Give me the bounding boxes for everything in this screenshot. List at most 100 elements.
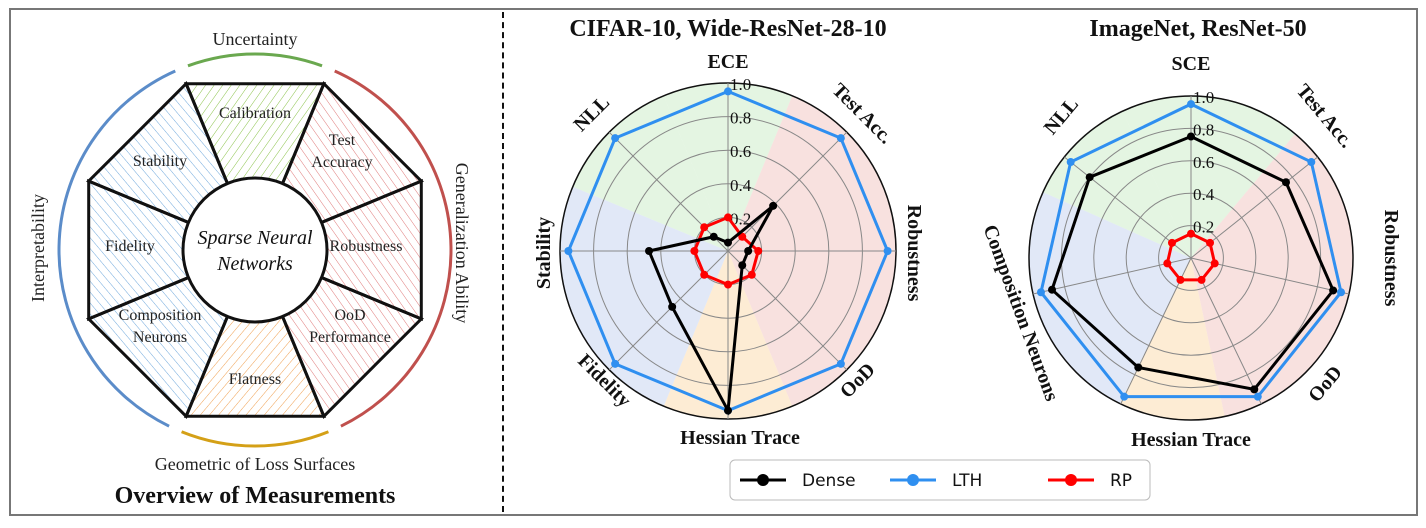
- loss-surfaces-arc: [181, 430, 329, 448]
- radial-tick-label: 0.4: [730, 176, 752, 195]
- radial-tick-label: 0.8: [1193, 120, 1214, 139]
- radar-title-imagenet: ImageNet, ResNet-50: [1089, 16, 1306, 42]
- axis-label: Robustness: [1380, 210, 1402, 307]
- axis-spoke: [608, 131, 729, 252]
- segment-label: Robustness: [330, 238, 403, 255]
- generalization-arc: [334, 69, 453, 428]
- data-point-dense: [724, 238, 732, 247]
- data-point-dense: [744, 247, 753, 255]
- overview-title: Overview of Measurements: [115, 483, 396, 509]
- segment-label: Neurons: [133, 329, 187, 346]
- axis-label: Hessian Trace: [1131, 429, 1251, 451]
- center-label: Networks: [216, 253, 293, 275]
- data-point-rp: [738, 232, 747, 241]
- data-point-rp: [724, 213, 732, 222]
- data-point-dense: [769, 201, 778, 210]
- center-circle: [181, 176, 329, 324]
- data-point-lth: [1187, 100, 1195, 109]
- data-point-dense: [1281, 178, 1290, 187]
- segment-label: Composition: [119, 307, 202, 324]
- data-point-lth: [1120, 392, 1129, 401]
- ring-label-right: Generalization Ability: [452, 163, 472, 323]
- radar-chart-cifar10: CIFAR-10, Wide-ResNet-28-10 0.2 0.4 0.6 0.8…: [533, 16, 925, 449]
- data-point-dense: [1048, 285, 1057, 294]
- data-point-rp: [1168, 238, 1177, 247]
- segment-label: Test: [329, 132, 356, 149]
- center-label: Sparse Neural: [198, 227, 313, 249]
- data-point-rp: [1197, 275, 1206, 284]
- axis-spoke: [727, 131, 848, 252]
- segment-label: OoD: [334, 307, 365, 324]
- data-point-lth: [1253, 392, 1262, 401]
- segment-label: Fidelity: [105, 238, 155, 255]
- legend-marker-lth: [907, 474, 919, 486]
- ring-label-left: Interpretability: [28, 194, 48, 302]
- uncertainty-arc: [187, 52, 323, 68]
- radar-chart-imagenet: ImageNet, ResNet-50 0.20.40.60.81.0SCETe…: [979, 16, 1402, 451]
- data-point-rp: [724, 280, 732, 289]
- figure-frame: [9, 8, 1418, 516]
- background-sector: [1043, 111, 1191, 259]
- ring-label-top: Uncertainty: [213, 29, 298, 49]
- data-point-dense: [738, 261, 747, 270]
- radial-tick-label: 0.8: [730, 109, 751, 128]
- radar-title-cifar10: CIFAR-10, Wide-ResNet-28-10: [569, 16, 886, 42]
- data-point-rp: [700, 223, 709, 232]
- data-point-lth: [611, 134, 620, 143]
- legend-label: Dense: [802, 471, 856, 491]
- axis-label: NLL: [569, 91, 614, 136]
- data-point-rp: [1187, 229, 1195, 238]
- radial-tick-label: 0.2: [1193, 218, 1214, 237]
- radial-tick-label: 0.6: [1193, 153, 1214, 172]
- data-point-rp: [1205, 238, 1214, 247]
- legend-label: LTH: [952, 471, 982, 491]
- data-point-rp: [700, 270, 709, 279]
- data-point-lth: [724, 87, 732, 96]
- data-point-lth: [1307, 158, 1316, 167]
- panel-divider: [502, 12, 504, 512]
- data-point-lth: [836, 134, 845, 143]
- axis-label: Hessian Trace: [680, 427, 800, 449]
- segment-label: Flatness: [229, 371, 281, 388]
- data-point-rp: [1163, 259, 1172, 268]
- ring-label-bottom: Geometric of Loss Surfaces: [155, 454, 355, 474]
- axis-label: SCE: [1172, 53, 1211, 75]
- radial-tick-label: 0.4: [1193, 185, 1215, 204]
- axis-spoke: [727, 250, 848, 371]
- radial-tick-label: 0.6: [730, 142, 751, 161]
- series-line-dense: [1050, 134, 1335, 392]
- background-sector: [1029, 192, 1191, 404]
- data-point-dense: [645, 247, 654, 255]
- data-point-rp: [1210, 259, 1219, 268]
- legend-marker-rp: [1065, 474, 1077, 486]
- axis-label: ECE: [707, 51, 748, 73]
- data-point-dense: [709, 232, 718, 241]
- data-point-dense: [1329, 286, 1338, 295]
- legend-label: RP: [1110, 471, 1132, 491]
- data-point-dense: [1187, 132, 1195, 141]
- series-line-lth: [1039, 102, 1343, 399]
- data-point-lth: [883, 247, 892, 255]
- interpretability-arc: [57, 69, 176, 428]
- data-point-rp: [690, 247, 699, 255]
- radial-tick-label: 1.0: [1193, 88, 1214, 107]
- data-point-rp: [1176, 275, 1185, 284]
- segment-label: Stability: [133, 153, 187, 170]
- axis-label: NLL: [1040, 93, 1083, 139]
- overview-diagram: Sparse Neural Networks Calibration Test Accu…: [28, 29, 472, 509]
- data-point-lth: [564, 247, 573, 255]
- segment-label: Calibration: [219, 105, 291, 122]
- legend: Dense LTH RP: [729, 459, 1151, 501]
- data-point-lth: [1066, 158, 1075, 167]
- radial-tick-label: 0.2: [730, 209, 751, 228]
- data-point-rp: [754, 247, 763, 255]
- data-point-dense: [1250, 385, 1259, 394]
- data-point-dense: [724, 406, 732, 415]
- axis-label: Robustness: [903, 205, 925, 302]
- data-point-dense: [1085, 173, 1094, 182]
- legend-marker-dense: [757, 474, 769, 486]
- axis-label: Stability: [533, 217, 555, 289]
- segment-label: Performance: [309, 329, 391, 346]
- axis-spoke: [608, 250, 729, 371]
